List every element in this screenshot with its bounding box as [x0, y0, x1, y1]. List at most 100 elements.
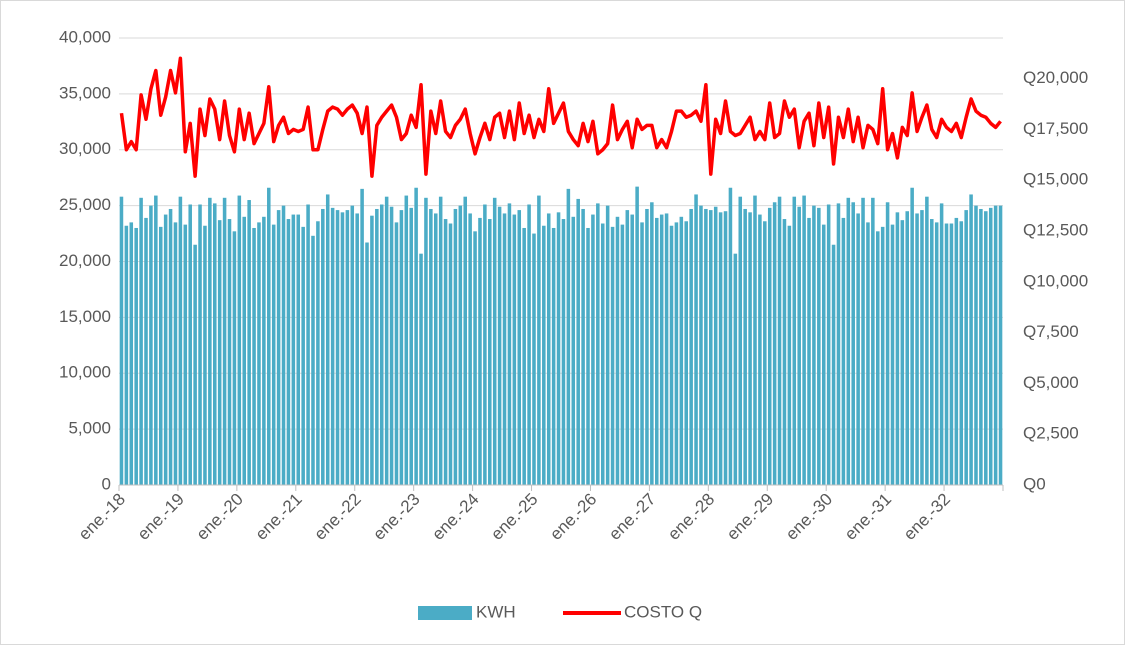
- bar: [767, 207, 772, 486]
- bar: [979, 208, 983, 486]
- bar: [492, 197, 497, 486]
- bar: [694, 194, 698, 485]
- bar: [473, 231, 477, 485]
- bar: [497, 206, 502, 485]
- bar: [630, 214, 634, 485]
- bar: [709, 210, 713, 485]
- bar: [448, 223, 453, 485]
- bar: [930, 219, 934, 485]
- bar: [433, 213, 438, 485]
- y-tick-label: 40,000: [59, 27, 111, 46]
- legend-label: KWH: [476, 602, 516, 621]
- bar: [537, 195, 541, 485]
- bar: [311, 235, 315, 485]
- bar: [208, 197, 212, 486]
- bar: [640, 222, 644, 485]
- bar: [797, 206, 801, 485]
- bar: [424, 197, 428, 486]
- bar: [969, 194, 973, 485]
- bar: [154, 195, 158, 485]
- y2-tick-label: Q10,000: [1023, 271, 1088, 290]
- bar: [419, 253, 423, 485]
- bar: [718, 212, 723, 485]
- bar: [262, 216, 266, 486]
- bar: [158, 226, 163, 486]
- bar: [861, 197, 865, 486]
- bar: [934, 222, 939, 485]
- bar: [321, 208, 325, 486]
- bar: [163, 214, 168, 485]
- bar: [149, 205, 153, 485]
- bar: [502, 213, 507, 485]
- bar: [831, 244, 836, 485]
- bar: [792, 196, 797, 485]
- bar: [267, 187, 271, 485]
- bar: [807, 217, 811, 486]
- bar: [625, 210, 630, 485]
- bar: [851, 202, 855, 485]
- bar: [370, 215, 374, 485]
- bar: [276, 210, 281, 485]
- bar: [905, 211, 910, 485]
- bar: [915, 213, 919, 485]
- bar: [576, 198, 580, 486]
- bar: [394, 222, 399, 485]
- bar: [684, 221, 689, 485]
- bar: [453, 208, 458, 486]
- bar: [355, 213, 359, 485]
- bar: [198, 204, 202, 485]
- bar: [679, 216, 684, 486]
- bar: [910, 187, 914, 485]
- bar: [993, 205, 998, 485]
- bar: [468, 213, 472, 485]
- bar: [463, 196, 468, 485]
- bar: [988, 207, 993, 486]
- bar: [586, 227, 590, 485]
- bar: [340, 212, 345, 485]
- bar: [841, 217, 846, 486]
- y-tick-label: 35,000: [59, 83, 111, 102]
- bar: [738, 196, 743, 485]
- bar: [389, 206, 394, 485]
- bar: [871, 197, 875, 486]
- y2-tick-label: Q5,000: [1023, 373, 1079, 392]
- bar: [335, 210, 340, 485]
- bar: [222, 197, 227, 486]
- bar: [674, 222, 679, 485]
- bar: [974, 205, 978, 485]
- bar: [345, 210, 350, 485]
- bar: [866, 222, 870, 485]
- bar: [566, 188, 571, 486]
- bar: [596, 203, 600, 485]
- bar: [217, 220, 222, 485]
- legend-swatch: [418, 606, 472, 620]
- bar: [227, 219, 232, 485]
- bar: [954, 217, 959, 486]
- bar: [242, 216, 247, 486]
- bar: [286, 219, 291, 485]
- bar: [129, 222, 134, 485]
- bar: [119, 196, 124, 485]
- bar: [826, 204, 831, 485]
- bar: [758, 214, 762, 485]
- bar: [404, 195, 409, 485]
- bar: [443, 219, 448, 485]
- line-series: [119, 56, 1002, 178]
- y-tick-label: 30,000: [59, 139, 111, 158]
- legend-label: COSTO Q: [624, 602, 702, 621]
- bar: [802, 195, 806, 485]
- y-tick-label: 15,000: [59, 307, 111, 326]
- bar: [900, 220, 905, 485]
- bar: [964, 210, 968, 485]
- bar: [144, 217, 148, 486]
- bar: [659, 214, 664, 485]
- y-tick-label: 0: [102, 474, 111, 493]
- bar: [812, 205, 816, 485]
- bar: [483, 204, 487, 485]
- bar: [330, 207, 335, 486]
- bar: [925, 196, 929, 485]
- bar: [880, 226, 885, 486]
- bar: [542, 225, 546, 486]
- bar: [478, 217, 482, 486]
